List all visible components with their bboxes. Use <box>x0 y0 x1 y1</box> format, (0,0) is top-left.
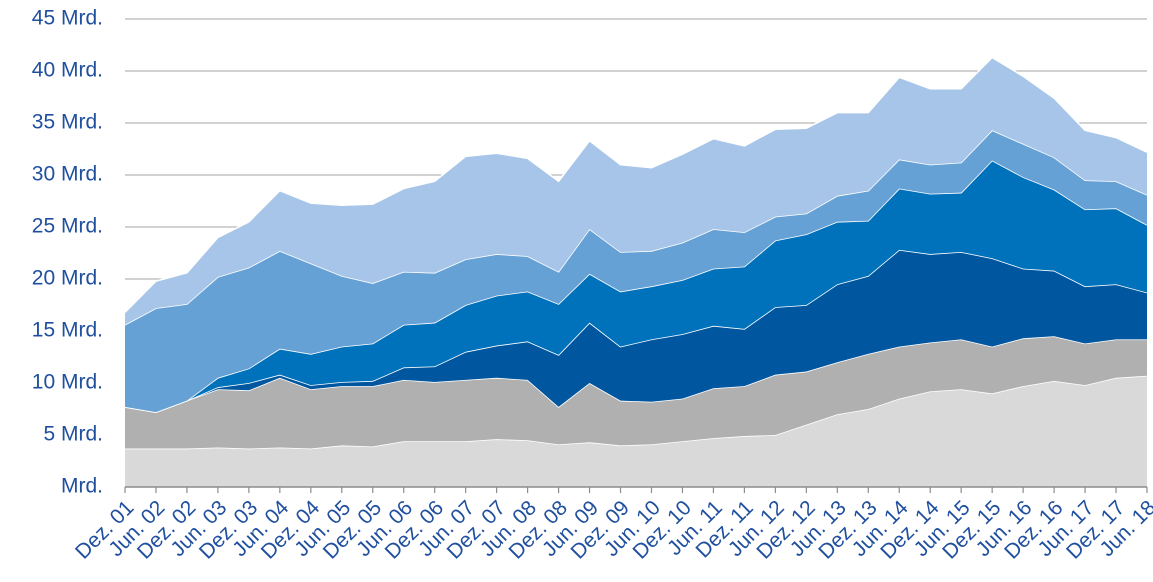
area <box>125 57 1147 325</box>
y-tick-label: 20 Mrd. <box>32 267 103 290</box>
y-tick-label: 25 Mrd. <box>32 215 103 238</box>
area <box>125 130 1147 413</box>
y-tick-label: 5 Mrd. <box>43 423 103 446</box>
y-tick-label: 15 Mrd. <box>32 319 103 342</box>
area <box>125 160 1147 413</box>
y-tick-label: 35 Mrd. <box>32 111 103 134</box>
area-edge <box>124 56 1148 313</box>
area <box>125 336 1147 449</box>
area-edge <box>124 335 1147 413</box>
area-edge <box>125 374 1148 450</box>
y-tick-label: Mrd. <box>61 475 103 498</box>
y-tick-label: 30 Mrd. <box>32 163 103 186</box>
area <box>125 375 1147 487</box>
y-tick-label: 40 Mrd. <box>32 59 103 82</box>
y-tick-label: 10 Mrd. <box>32 371 103 394</box>
y-tick-label: 45 Mrd. <box>32 7 103 30</box>
area <box>125 249 1147 413</box>
